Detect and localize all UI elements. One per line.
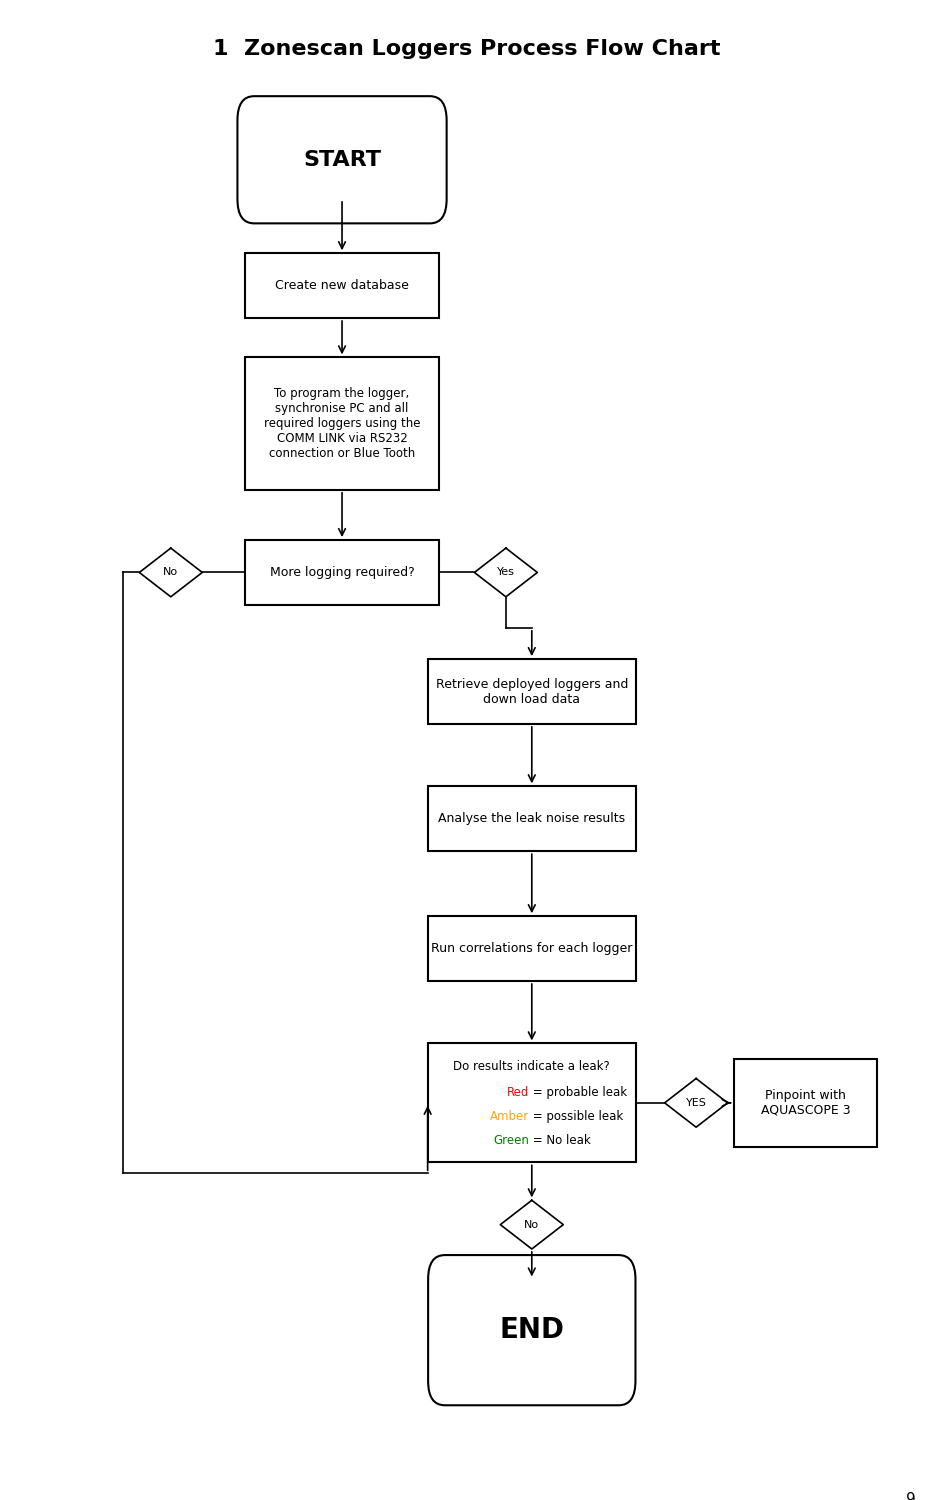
Text: Retrieve deployed loggers and
down load data: Retrieve deployed loggers and down load …	[435, 678, 628, 705]
Text: = possible leak: = possible leak	[529, 1110, 623, 1124]
Text: Do results indicate a leak?: Do results indicate a leak?	[453, 1060, 610, 1072]
Text: No: No	[524, 1220, 539, 1230]
Polygon shape	[245, 540, 439, 604]
Text: Create new database: Create new database	[276, 279, 409, 292]
Text: END: END	[500, 1316, 564, 1344]
Text: Amber: Amber	[489, 1110, 529, 1124]
Polygon shape	[428, 658, 636, 724]
Text: Green: Green	[493, 1134, 529, 1148]
Text: Pinpoint with
AQUASCOPE 3: Pinpoint with AQUASCOPE 3	[760, 1089, 850, 1118]
Text: YES: YES	[686, 1098, 706, 1108]
Text: 1  Zonescan Loggers Process Flow Chart: 1 Zonescan Loggers Process Flow Chart	[213, 39, 721, 58]
Text: Analyse the leak noise results: Analyse the leak noise results	[438, 812, 626, 825]
Text: To program the logger,
synchronise PC and all
required loggers using the
COMM LI: To program the logger, synchronise PC an…	[263, 387, 420, 460]
Text: More logging required?: More logging required?	[270, 566, 415, 579]
FancyBboxPatch shape	[428, 1256, 635, 1406]
Text: Run correlations for each logger: Run correlations for each logger	[432, 942, 632, 956]
Text: = probable leak: = probable leak	[529, 1086, 627, 1098]
Polygon shape	[428, 916, 636, 981]
Text: 9: 9	[906, 1492, 916, 1500]
Polygon shape	[428, 1044, 636, 1162]
Text: Yes: Yes	[497, 567, 515, 578]
Text: = No leak: = No leak	[529, 1134, 591, 1148]
FancyBboxPatch shape	[237, 96, 446, 224]
Polygon shape	[245, 254, 439, 318]
Text: START: START	[303, 150, 381, 170]
Text: Red: Red	[506, 1086, 529, 1098]
Polygon shape	[428, 786, 636, 850]
Text: No: No	[163, 567, 178, 578]
Polygon shape	[245, 357, 439, 490]
Polygon shape	[733, 1059, 877, 1148]
